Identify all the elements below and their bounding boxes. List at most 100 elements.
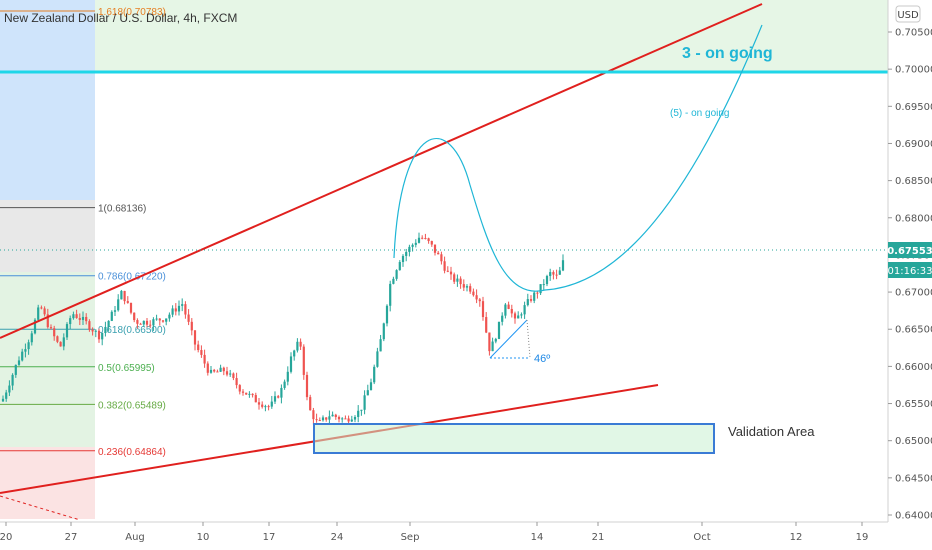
candle-body [424,238,427,240]
candle-body [168,314,171,319]
candle-body [216,371,219,373]
candle-body [213,369,216,372]
candle-body [283,381,286,388]
time-tick-label: 12 [790,532,803,543]
candle-body [149,324,152,326]
candle-body [347,418,350,422]
candle-body [312,410,315,420]
time-tick-label: 10 [197,532,210,543]
candle-body [344,418,347,420]
candle-body [430,241,433,245]
candle-body [24,349,27,352]
wave-projection-curve[interactable] [393,24,763,292]
candle-body [398,262,401,271]
candle-body [481,301,485,318]
validation-area-label: Validation Area [728,424,815,439]
fib-level-label: 0.5(0.65995) [98,363,155,374]
candle-body [110,311,113,321]
candle-body [389,283,392,306]
time-tick-label: 21 [592,532,605,543]
candle-body [561,260,565,271]
candle-body [14,364,17,375]
fib-level-label: 0.236(0.64864) [98,447,166,458]
candle-body [193,330,197,345]
fib-level-label: 0.786(0.67220) [98,272,166,283]
candle-body [229,373,232,375]
last-price-value: 0.67553 [887,246,932,257]
candle-body [5,392,8,399]
candle-body [529,299,533,301]
fib-zone-left-red [0,447,95,519]
currency-badge[interactable]: USD [897,10,919,21]
candle-body [206,363,209,373]
validation-area-box[interactable] [313,423,715,454]
candle-body [289,356,293,372]
candle-body [107,320,110,327]
currency-badge-box[interactable] [895,5,921,23]
candle-body [526,299,529,306]
candle-body [369,382,373,391]
candle-body [360,409,363,411]
candle-body [97,330,101,340]
candle-body [478,299,481,302]
candle-body [433,244,437,253]
candle-body [113,310,117,312]
candle-body [219,367,222,372]
last-price-badge [888,242,932,258]
fib-level-label: 0.382(0.65489) [98,400,166,411]
angle-label: 46º [534,353,550,365]
candle-body [520,314,523,316]
candle-body [494,338,497,342]
candle-body [334,414,337,417]
candle-body [469,286,472,292]
candle-body [139,323,142,325]
candle-body [104,326,107,334]
upper-channel-line[interactable] [0,3,763,339]
time-tick-label: 24 [331,532,344,543]
candle-body [65,324,69,338]
candle-body [305,374,309,398]
time-tick-label: Aug [125,532,145,543]
candle-body [75,314,78,318]
candle-body [497,321,501,339]
candle-body [120,290,123,300]
candle-body [126,301,129,303]
candle-body [299,341,302,347]
candle-body [453,274,456,282]
candle-body [203,354,206,364]
candle-body [91,329,94,332]
angle-tool-line[interactable] [489,319,528,359]
candle-body [174,308,177,312]
candle-body [472,291,475,296]
candle-body [62,337,65,347]
fib-zone-left-grey [0,200,95,272]
candle-body [456,278,459,282]
fibonacci-levels: 1.618(0.70783) 1(0.68136) 0.786(0.67220) 0.… [0,7,166,458]
time-axis-background [0,522,932,550]
candle-body [552,272,555,275]
candle-body [232,373,235,379]
candle-body [1,398,5,402]
candle-body [408,246,411,253]
candle-body [286,371,289,382]
candle-body [465,286,469,288]
candle-body [78,317,81,320]
time-tick-label: Sep [401,532,420,543]
candle-body [8,385,11,393]
countdown-value: 01:16:33 [888,266,932,277]
time-tick-label: 17 [263,532,276,543]
candle-body [485,317,488,333]
candle-body [123,290,126,302]
fib-zone-background [0,0,888,72]
candle-body [235,378,238,386]
candle-body [341,418,344,420]
candle-body [273,396,277,402]
candle-body [382,323,385,340]
candle-body [270,401,273,407]
candle-body [385,305,389,324]
candle-body [321,417,325,421]
candle-body [197,344,200,351]
